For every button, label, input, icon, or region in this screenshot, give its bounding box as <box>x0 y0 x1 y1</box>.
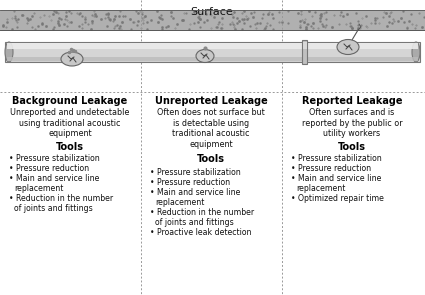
Text: Tools: Tools <box>197 154 225 164</box>
Bar <box>303 42 307 49</box>
Text: • Reduction in the number: • Reduction in the number <box>150 208 254 217</box>
Text: Often surfaces and is
reported by the public or
utility workers: Often surfaces and is reported by the pu… <box>302 108 402 138</box>
Text: of joints and fittings: of joints and fittings <box>155 218 234 227</box>
Ellipse shape <box>5 42 13 62</box>
Bar <box>303 40 308 64</box>
Text: • Pressure reduction: • Pressure reduction <box>291 164 371 173</box>
Text: Unreported Leakage: Unreported Leakage <box>155 96 267 106</box>
Ellipse shape <box>196 50 214 63</box>
Ellipse shape <box>412 42 420 62</box>
Text: Often does not surface but
is detectable using
traditional acoustic
equipment: Often does not surface but is detectable… <box>157 108 265 149</box>
Ellipse shape <box>337 40 359 55</box>
Bar <box>5 42 420 62</box>
Text: of joints and fittings: of joints and fittings <box>14 204 93 213</box>
Ellipse shape <box>61 52 83 66</box>
Text: replacement: replacement <box>155 198 204 207</box>
Text: replacement: replacement <box>14 184 63 193</box>
Text: Tools: Tools <box>338 142 366 152</box>
Text: • Main and service line: • Main and service line <box>150 188 241 197</box>
Bar <box>0 10 425 30</box>
Text: Tools: Tools <box>56 142 84 152</box>
Text: • Main and service line: • Main and service line <box>291 174 381 183</box>
Text: • Pressure stabilization: • Pressure stabilization <box>9 154 100 163</box>
Text: Unreported and undetectable
using traditional acoustic
equipment: Unreported and undetectable using tradit… <box>10 108 130 138</box>
Text: Surface: Surface <box>191 7 233 17</box>
Bar <box>7 57 418 61</box>
Text: • Proactive leak detection: • Proactive leak detection <box>150 228 252 237</box>
Text: replacement: replacement <box>296 184 346 193</box>
Bar <box>7 43 418 49</box>
Text: • Pressure reduction: • Pressure reduction <box>9 164 89 173</box>
Text: • Pressure stabilization: • Pressure stabilization <box>150 168 241 177</box>
Text: • Main and service line: • Main and service line <box>9 174 99 183</box>
Text: • Reduction in the number: • Reduction in the number <box>9 194 113 203</box>
Text: Reported Leakage: Reported Leakage <box>302 96 402 106</box>
Text: • Pressure stabilization: • Pressure stabilization <box>291 154 382 163</box>
Text: Background Leakage: Background Leakage <box>12 96 127 106</box>
Text: • Pressure reduction: • Pressure reduction <box>150 178 230 187</box>
Text: • Optimized repair time: • Optimized repair time <box>291 194 384 203</box>
